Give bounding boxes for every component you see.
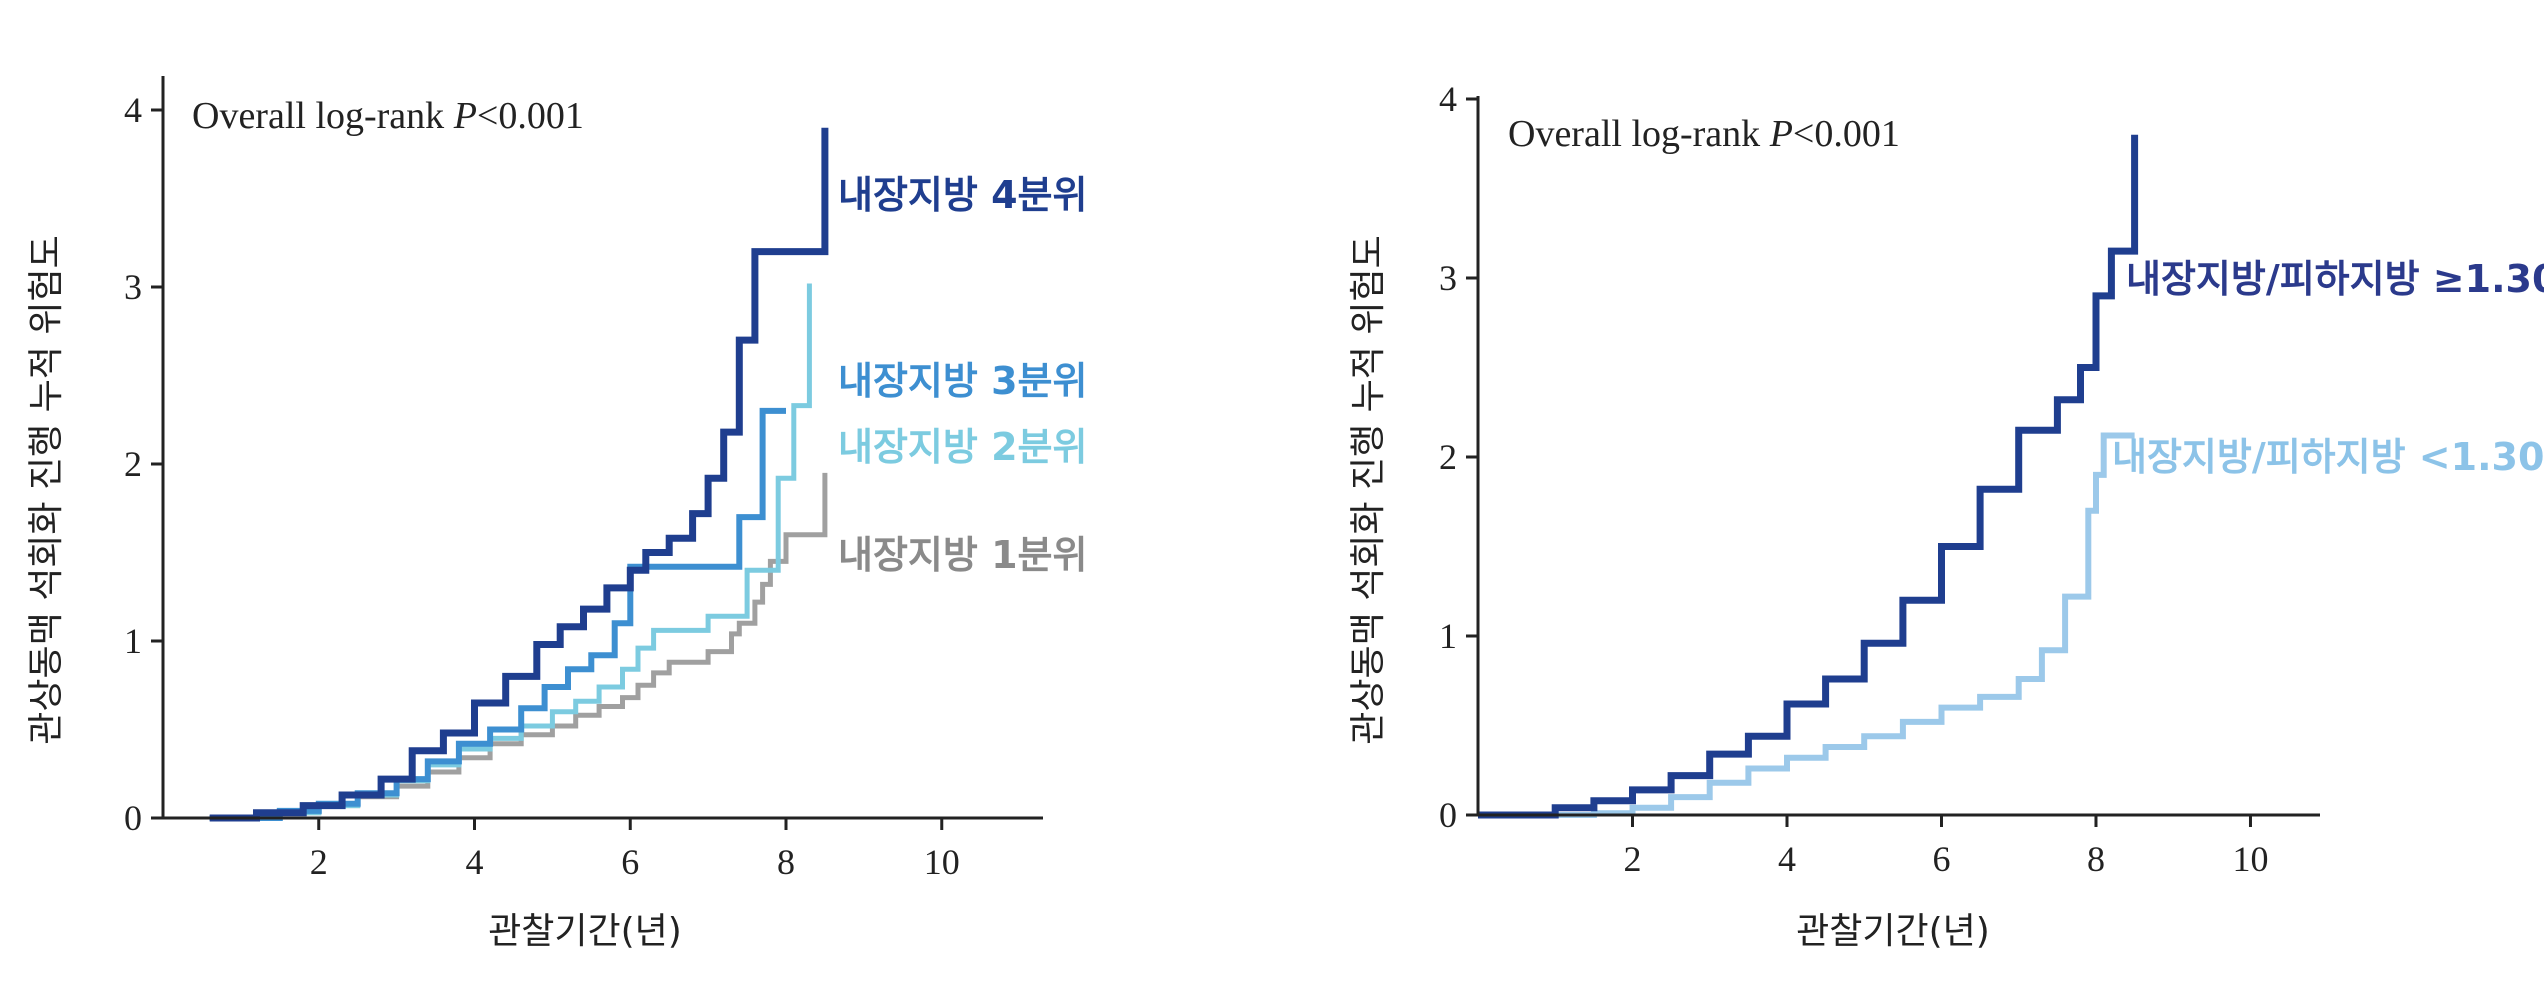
y-tick-label: 2: [1439, 437, 1457, 477]
x-tick-label: 6: [621, 842, 639, 882]
series-line-2: [1478, 134, 2139, 819]
legend-label-high-ratio: 내장지방/피하지방 ≥1.30: [2126, 257, 2544, 301]
y-axis-label: 관상동맥 석회화 진행 누적 위험도: [1348, 235, 1389, 744]
annotation-prefix: Overall log-rank: [192, 95, 454, 137]
annotation-p: P: [1769, 113, 1793, 155]
annotation-value: <0.001: [1793, 113, 1900, 155]
x-axis-label: 관찰기간(년): [1796, 911, 1990, 952]
x-tick-label: 2: [310, 842, 328, 882]
y-tick-label: 4: [124, 90, 142, 130]
legend-label-q1: 내장지방 1분위: [838, 533, 1087, 577]
x-tick-label: 4: [1778, 839, 1796, 879]
x-tick-label: 8: [2087, 839, 2105, 879]
legend-label-q4: 내장지방 4분위: [838, 173, 1087, 217]
series-line-4: [209, 127, 829, 822]
annotation-prefix: Overall log-rank: [1508, 113, 1770, 155]
series-lines: [209, 127, 829, 822]
log-rank-annotation: Overall log-rank P<0.001: [192, 95, 584, 137]
axis-ticks: 2 4 6 8 10 0 1 2 3 4: [1439, 79, 2268, 879]
x-tick-label: 10: [2232, 839, 2268, 879]
y-tick-label: 3: [124, 267, 142, 307]
x-tick-label: 10: [924, 842, 960, 882]
chart-panel-quartiles: 관상동맥 석회화 진행 누적 위험도 관찰기간(년) Overall log-r…: [26, 76, 1087, 952]
y-tick-label: 1: [1439, 616, 1457, 656]
legend-label-q2: 내장지방 2분위: [838, 425, 1087, 469]
annotation-value: <0.001: [477, 95, 584, 137]
axis-ticks: 2 4 6 8 10 0 1 2 3 4: [124, 90, 960, 882]
y-tick-label: 2: [124, 444, 142, 484]
axes: [1476, 96, 2320, 817]
series-line-1: [1478, 432, 2135, 818]
legend-label-low-ratio: 내장지방/피하지방 <1.30: [2112, 435, 2544, 479]
legend-label-q3: 내장지방 3분위: [838, 359, 1087, 403]
y-tick-label: 4: [1439, 79, 1457, 119]
y-tick-label: 1: [124, 621, 142, 661]
axes: [161, 76, 1043, 820]
series-line-1: [209, 472, 828, 821]
log-rank-annotation: Overall log-rank P<0.001: [1508, 113, 1900, 155]
annotation-p: P: [453, 95, 477, 137]
x-tick-label: 4: [466, 842, 484, 882]
series-lines: [1478, 134, 2139, 819]
x-tick-label: 2: [1623, 839, 1641, 879]
y-tick-label: 0: [1439, 795, 1457, 835]
chart-panel-ratio: 관상동맥 석회화 진행 누적 위험도 관찰기간(년) Overall log-r…: [1348, 79, 2544, 952]
x-tick-label: 8: [777, 842, 795, 882]
y-tick-label: 3: [1439, 258, 1457, 298]
x-tick-label: 6: [1932, 839, 1950, 879]
y-axis-label: 관상동맥 석회화 진행 누적 위험도: [26, 235, 67, 744]
series-line-3: [209, 407, 786, 821]
y-tick-label: 0: [124, 798, 142, 838]
series-line-2: [209, 283, 812, 821]
x-axis-label: 관찰기간(년): [488, 911, 682, 952]
